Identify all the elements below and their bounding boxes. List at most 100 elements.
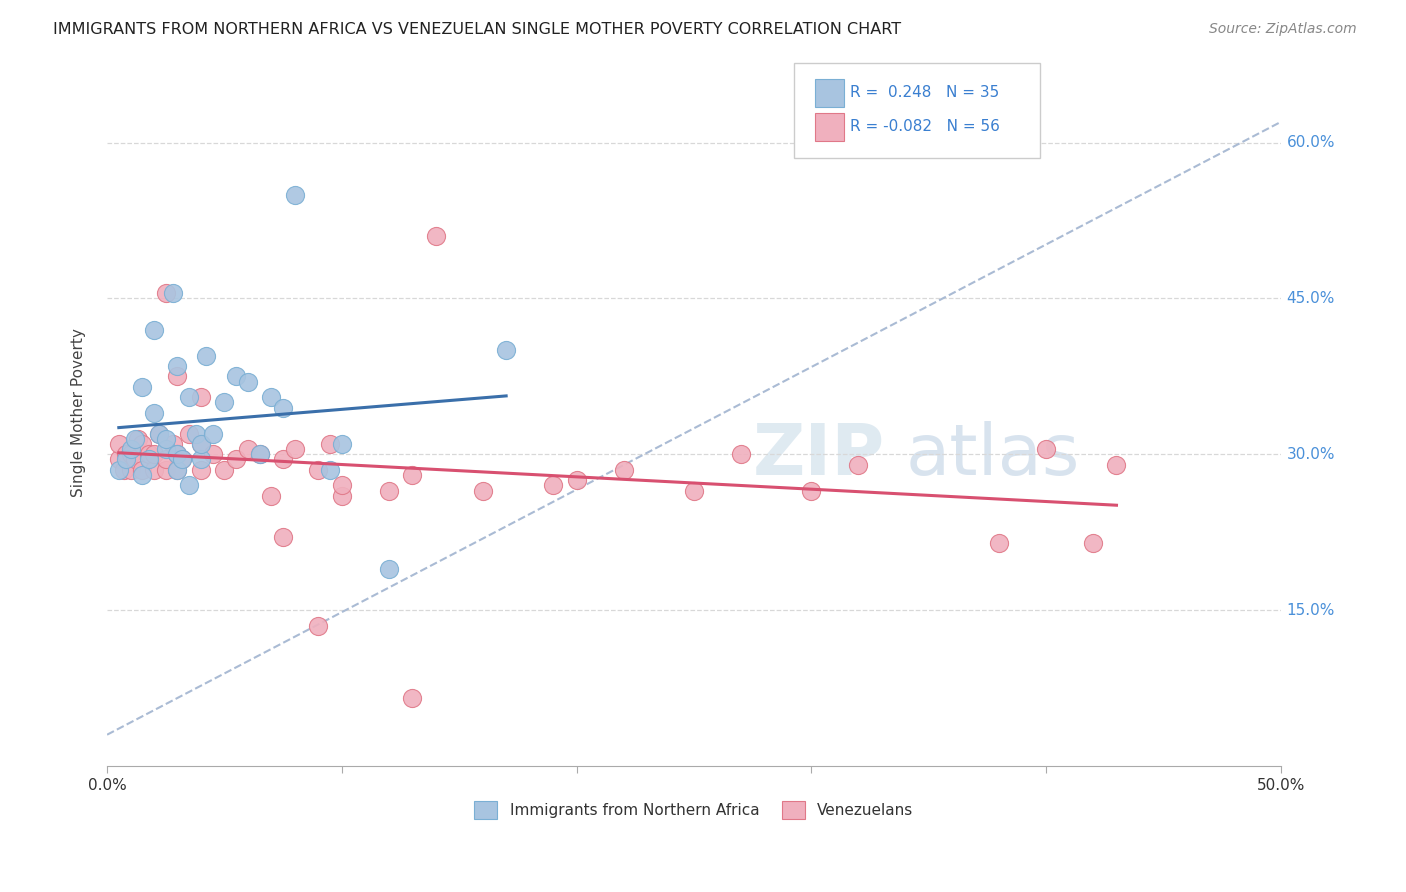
- Point: [108, 452, 131, 467]
- Point: [124, 452, 146, 467]
- Point: [120, 447, 142, 461]
- Point: [190, 390, 212, 404]
- Point: [612, 463, 634, 477]
- Point: [236, 375, 259, 389]
- Y-axis label: Single Mother Poverty: Single Mother Poverty: [72, 328, 86, 497]
- Point: [307, 463, 329, 477]
- Point: [190, 437, 212, 451]
- Point: [988, 535, 1011, 549]
- Point: [330, 489, 353, 503]
- Point: [179, 390, 201, 404]
- Point: [1105, 458, 1128, 472]
- Point: [179, 426, 201, 441]
- Point: [162, 437, 184, 451]
- Point: [541, 478, 564, 492]
- Point: [319, 437, 342, 451]
- Point: [108, 437, 131, 451]
- Text: 60.0%: 60.0%: [1286, 136, 1336, 150]
- Point: [800, 483, 823, 498]
- Point: [115, 452, 138, 467]
- Point: [143, 463, 166, 477]
- Point: [846, 458, 869, 472]
- Point: [271, 452, 294, 467]
- Point: [131, 463, 153, 477]
- Point: [401, 468, 423, 483]
- Point: [1035, 442, 1057, 456]
- Point: [425, 229, 447, 244]
- Point: [1081, 535, 1104, 549]
- Point: [127, 432, 149, 446]
- Point: [143, 406, 166, 420]
- Point: [194, 349, 217, 363]
- Point: [120, 463, 142, 477]
- Point: [155, 442, 177, 456]
- FancyBboxPatch shape: [815, 78, 844, 107]
- Text: atlas: atlas: [905, 421, 1080, 490]
- Point: [330, 478, 353, 492]
- Point: [495, 343, 517, 358]
- Point: [162, 286, 184, 301]
- Point: [190, 437, 212, 451]
- Point: [131, 380, 153, 394]
- Point: [190, 463, 212, 477]
- Point: [172, 452, 194, 467]
- Point: [249, 447, 271, 461]
- Point: [271, 401, 294, 415]
- Point: [131, 437, 153, 451]
- Point: [155, 452, 177, 467]
- Point: [166, 369, 188, 384]
- Point: [236, 442, 259, 456]
- Point: [155, 432, 177, 446]
- Point: [186, 426, 208, 441]
- Point: [166, 359, 188, 373]
- Point: [166, 447, 188, 461]
- Point: [143, 447, 166, 461]
- Text: R =  0.248   N = 35: R = 0.248 N = 35: [851, 86, 1000, 100]
- Legend: Immigrants from Northern Africa, Venezuelans: Immigrants from Northern Africa, Venezue…: [468, 795, 920, 825]
- Text: Source: ZipAtlas.com: Source: ZipAtlas.com: [1209, 22, 1357, 37]
- Point: [271, 530, 294, 544]
- Point: [201, 447, 224, 461]
- Text: 15.0%: 15.0%: [1286, 603, 1336, 617]
- Point: [115, 447, 138, 461]
- Point: [330, 437, 353, 451]
- Point: [225, 452, 247, 467]
- Point: [155, 463, 177, 477]
- Point: [284, 442, 307, 456]
- FancyBboxPatch shape: [794, 63, 1040, 159]
- Point: [166, 447, 188, 461]
- Point: [201, 426, 224, 441]
- Point: [108, 463, 131, 477]
- Point: [378, 561, 401, 575]
- Point: [260, 489, 283, 503]
- Point: [260, 390, 283, 404]
- Point: [683, 483, 706, 498]
- FancyBboxPatch shape: [815, 112, 844, 141]
- Point: [471, 483, 494, 498]
- Point: [284, 187, 307, 202]
- Point: [214, 463, 236, 477]
- Point: [166, 463, 188, 477]
- Point: [131, 468, 153, 483]
- Point: [143, 323, 166, 337]
- Point: [190, 452, 212, 467]
- Point: [730, 447, 752, 461]
- Text: R = -0.082   N = 56: R = -0.082 N = 56: [851, 120, 1000, 134]
- Point: [249, 447, 271, 461]
- Point: [401, 691, 423, 706]
- Point: [166, 463, 188, 477]
- Point: [319, 463, 342, 477]
- Text: IMMIGRANTS FROM NORTHERN AFRICA VS VENEZUELAN SINGLE MOTHER POVERTY CORRELATION : IMMIGRANTS FROM NORTHERN AFRICA VS VENEZ…: [53, 22, 901, 37]
- Point: [179, 478, 201, 492]
- Point: [172, 452, 194, 467]
- Point: [120, 442, 142, 456]
- Point: [148, 426, 170, 441]
- Point: [124, 432, 146, 446]
- Point: [138, 452, 160, 467]
- Text: 45.0%: 45.0%: [1286, 291, 1336, 306]
- Point: [155, 286, 177, 301]
- Point: [214, 395, 236, 409]
- Point: [225, 369, 247, 384]
- Point: [138, 447, 160, 461]
- Text: 30.0%: 30.0%: [1286, 447, 1336, 462]
